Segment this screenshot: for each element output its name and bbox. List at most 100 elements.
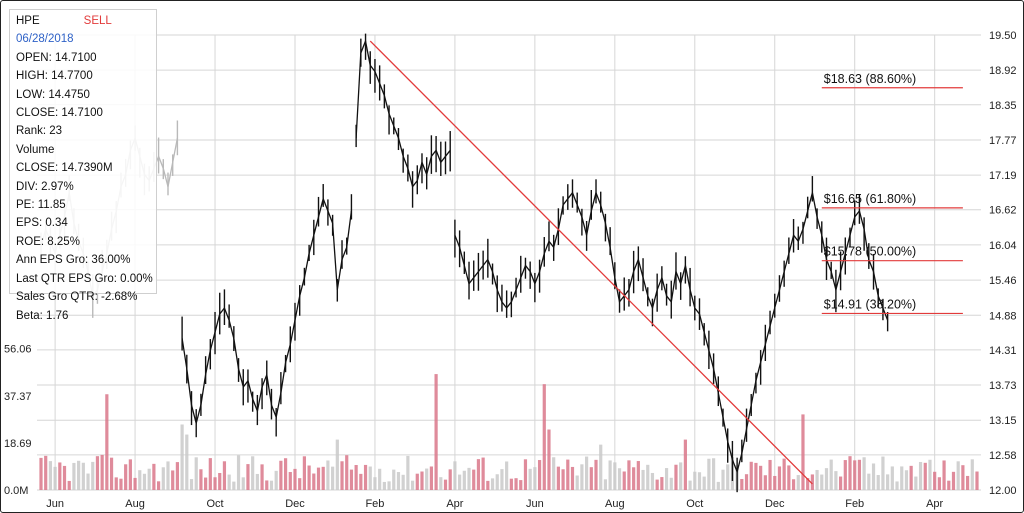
volume-bar bbox=[702, 476, 706, 490]
info-panel: HPE SELL 06/28/2018 OPEN: 14.7100 HIGH: 1… bbox=[9, 9, 157, 322]
volume-bar bbox=[693, 471, 697, 490]
fib-level-label: $14.91 (38.20%) bbox=[824, 297, 916, 311]
volume-bar bbox=[829, 459, 833, 490]
volume-bar bbox=[486, 480, 490, 490]
volume-bar bbox=[434, 374, 438, 490]
fib-level-label: $18.63 (88.60%) bbox=[824, 72, 916, 86]
volume-bar bbox=[208, 458, 212, 490]
volume-bar bbox=[368, 466, 372, 490]
volume-bar bbox=[298, 478, 302, 490]
volume-bar bbox=[961, 465, 965, 490]
volume-bar bbox=[255, 473, 259, 490]
volume-bar bbox=[490, 478, 495, 490]
volume-bar bbox=[227, 474, 231, 490]
price-tick-label: 13.73 bbox=[989, 380, 1017, 392]
volume-bar bbox=[547, 429, 551, 490]
volume-bar bbox=[251, 456, 255, 490]
volume-bar bbox=[552, 457, 556, 490]
volume-bar bbox=[834, 471, 838, 490]
stat-ann-eps-growth: Ann EPS Gro: 36.00% bbox=[16, 254, 131, 267]
volume-bar bbox=[585, 456, 589, 490]
volume-bar bbox=[881, 456, 885, 490]
stat-beta: Beta: 1.76 bbox=[16, 309, 69, 322]
volume-bar bbox=[707, 458, 711, 490]
volume-tick-label: 0.0M bbox=[4, 485, 28, 497]
fib-level-label: $15.78 (50.00%) bbox=[824, 245, 916, 259]
volume-bar bbox=[48, 461, 53, 490]
volume-bar bbox=[918, 461, 923, 490]
quote-date: 06/28/2018 bbox=[16, 33, 74, 46]
volume-bar bbox=[514, 478, 518, 490]
stat-volume-close: CLOSE: 14.7390M bbox=[16, 162, 113, 175]
volume-tick-label: 18.69 bbox=[4, 438, 32, 450]
volume-bar bbox=[189, 479, 194, 490]
volume-bar bbox=[241, 477, 245, 490]
volume-bar bbox=[523, 459, 528, 490]
volume-bar bbox=[528, 468, 532, 490]
month-tick-label: Apr bbox=[926, 498, 943, 510]
volume-bar bbox=[876, 475, 880, 490]
volume-bar bbox=[589, 467, 593, 490]
volume-bar bbox=[67, 480, 71, 490]
volume-bar bbox=[152, 463, 156, 490]
volume-bar bbox=[900, 466, 904, 490]
price-tick-label: 18.92 bbox=[989, 65, 1017, 77]
volume-bar bbox=[556, 466, 560, 490]
volume-bar bbox=[933, 471, 937, 490]
volume-bar bbox=[617, 468, 622, 490]
volume-bar bbox=[218, 472, 222, 490]
volume-bar bbox=[923, 462, 927, 490]
volume-tick-label: 56.06 bbox=[4, 344, 32, 356]
volume-bar bbox=[415, 473, 419, 490]
volume-bar bbox=[91, 461, 95, 490]
volume-bar bbox=[965, 475, 970, 490]
volume-bar bbox=[777, 466, 782, 490]
price-tick-label: 14.31 bbox=[989, 345, 1017, 357]
volume-bar bbox=[744, 474, 749, 490]
volume-bar bbox=[171, 470, 175, 490]
price-tick-label: 19.50 bbox=[989, 30, 1017, 42]
volume-bar bbox=[679, 462, 683, 490]
volume-bar bbox=[815, 469, 819, 490]
volume-bar bbox=[749, 461, 753, 490]
price-tick-label: 12.00 bbox=[989, 485, 1017, 497]
volume-bar bbox=[406, 455, 410, 490]
month-tick-label: Oct bbox=[686, 498, 703, 510]
volume-bar bbox=[222, 461, 227, 490]
month-tick-label: Dec bbox=[285, 498, 305, 510]
volume-bar bbox=[886, 474, 890, 490]
price-bars bbox=[40, 33, 889, 493]
volume-bar bbox=[429, 466, 433, 490]
volume-bar bbox=[58, 462, 62, 490]
volume-bar bbox=[782, 458, 786, 490]
volume-bar bbox=[53, 466, 57, 490]
volume-bar bbox=[862, 457, 866, 490]
volume-bar bbox=[246, 464, 250, 490]
volume-bar bbox=[688, 480, 692, 490]
volume-bar bbox=[806, 478, 810, 490]
volume-bar bbox=[236, 455, 241, 490]
stat-volume-label: Volume bbox=[16, 143, 55, 156]
volume-bar bbox=[796, 475, 800, 490]
month-tick-label: Jun bbox=[526, 498, 544, 510]
volume-bar bbox=[359, 473, 363, 490]
month-tick-label: Apr bbox=[446, 498, 463, 510]
stat-dividend: DIV: 2.97% bbox=[16, 180, 74, 193]
volume-bar bbox=[726, 464, 730, 490]
volume-bar bbox=[147, 468, 151, 490]
volume-bar bbox=[909, 465, 913, 490]
price-tick-label: 17.19 bbox=[989, 170, 1017, 182]
volume-bar bbox=[293, 468, 297, 490]
volume-bar bbox=[975, 471, 979, 490]
volume-bar bbox=[472, 469, 476, 490]
volume-bar bbox=[283, 458, 288, 490]
price-tick-label: 18.35 bbox=[989, 100, 1017, 112]
volume-bar bbox=[420, 471, 424, 490]
month-tick-label: Aug bbox=[125, 498, 145, 510]
volume-bar bbox=[387, 481, 391, 490]
volume-bar bbox=[260, 464, 264, 490]
volume-bar bbox=[453, 461, 457, 490]
price-tick-label: 14.88 bbox=[989, 310, 1017, 322]
volume-bar bbox=[632, 467, 636, 490]
volume-bar bbox=[302, 456, 306, 490]
